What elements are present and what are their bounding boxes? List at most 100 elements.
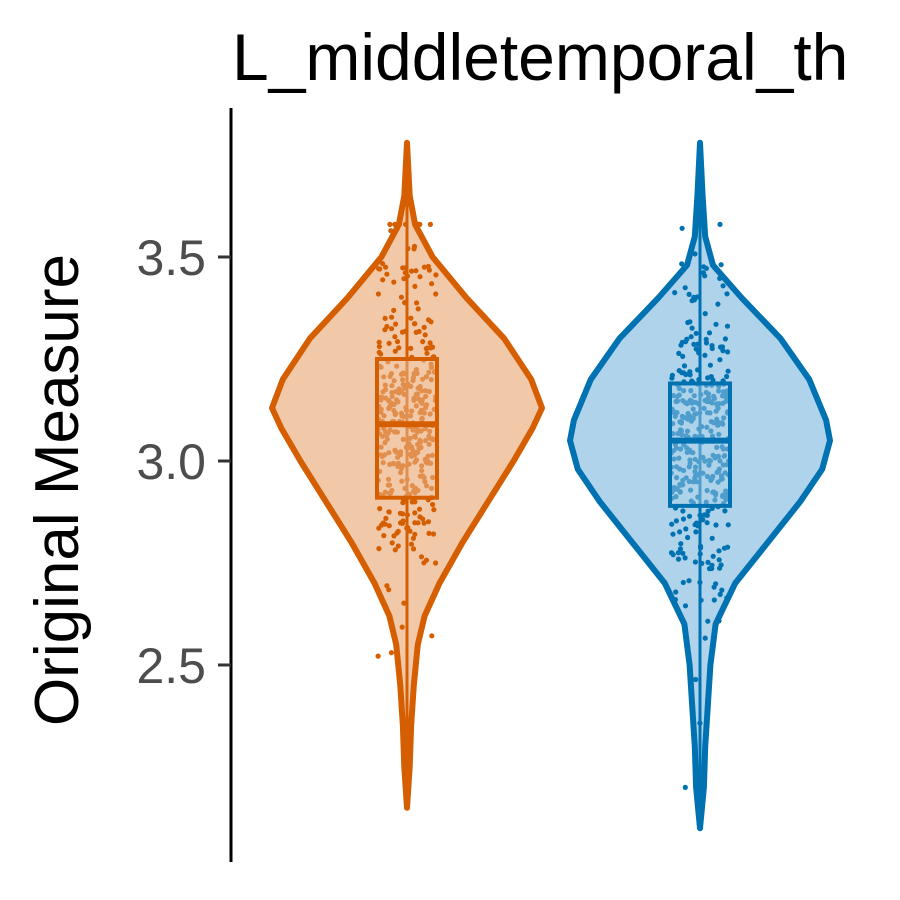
data-point bbox=[706, 462, 712, 468]
data-point bbox=[418, 428, 424, 434]
data-point bbox=[716, 431, 722, 437]
data-point bbox=[686, 513, 693, 519]
data-point bbox=[388, 490, 394, 496]
data-point bbox=[702, 311, 708, 317]
y-tick-label: 3.5 bbox=[136, 230, 206, 286]
data-point bbox=[686, 464, 692, 470]
data-point bbox=[682, 784, 688, 791]
data-point bbox=[682, 285, 688, 291]
data-point bbox=[682, 603, 689, 609]
data-point bbox=[391, 378, 397, 384]
data-point bbox=[419, 416, 425, 422]
violin-group bbox=[567, 139, 833, 832]
data-point bbox=[698, 392, 704, 398]
data-point bbox=[424, 345, 430, 351]
y-tick-label: 2.5 bbox=[136, 638, 206, 694]
data-point bbox=[717, 591, 723, 598]
data-point bbox=[688, 498, 694, 504]
data-point bbox=[693, 411, 699, 417]
data-point bbox=[410, 535, 416, 541]
data-point bbox=[400, 265, 406, 271]
data-point bbox=[697, 551, 703, 557]
data-point bbox=[387, 615, 393, 622]
data-point bbox=[409, 453, 415, 459]
data-point bbox=[685, 534, 691, 541]
data-point bbox=[692, 456, 698, 462]
data-point bbox=[675, 556, 682, 562]
data-point bbox=[412, 531, 418, 538]
data-point bbox=[689, 325, 695, 331]
data-point bbox=[409, 483, 415, 489]
data-point bbox=[699, 560, 705, 567]
data-point bbox=[693, 676, 699, 683]
data-point bbox=[392, 221, 398, 227]
data-point bbox=[380, 277, 386, 283]
data-point bbox=[694, 294, 700, 300]
data-point bbox=[421, 520, 427, 526]
data-point bbox=[717, 275, 723, 281]
data-point bbox=[431, 507, 437, 513]
data-point bbox=[378, 444, 384, 450]
data-point bbox=[395, 463, 401, 469]
data-point bbox=[389, 393, 395, 399]
data-point bbox=[720, 283, 726, 289]
data-point bbox=[417, 437, 423, 443]
data-point bbox=[411, 246, 417, 252]
data-point bbox=[417, 274, 423, 280]
data-point bbox=[700, 470, 706, 476]
data-point bbox=[680, 516, 687, 522]
data-point bbox=[725, 544, 731, 550]
data-point bbox=[423, 437, 429, 444]
data-point bbox=[679, 370, 685, 376]
data-point bbox=[724, 291, 730, 297]
data-point bbox=[409, 499, 415, 505]
data-point bbox=[405, 245, 411, 252]
data-point bbox=[703, 340, 710, 346]
data-point bbox=[411, 433, 418, 439]
data-point bbox=[426, 369, 432, 375]
chart-title: L_middletemporal_th bbox=[232, 20, 848, 94]
data-point bbox=[708, 477, 714, 483]
data-point bbox=[724, 323, 731, 329]
data-point bbox=[681, 467, 687, 474]
data-point bbox=[677, 419, 683, 425]
data-point bbox=[706, 566, 713, 572]
violins-layer bbox=[269, 139, 833, 832]
data-point bbox=[672, 413, 678, 419]
data-point bbox=[429, 633, 435, 639]
data-point bbox=[381, 533, 387, 539]
data-point bbox=[382, 315, 388, 321]
data-point bbox=[408, 541, 415, 547]
data-point bbox=[389, 326, 395, 332]
data-point bbox=[696, 401, 702, 407]
data-point bbox=[413, 329, 419, 335]
data-point bbox=[375, 291, 381, 297]
data-point bbox=[427, 428, 433, 434]
data-point bbox=[401, 413, 407, 420]
data-point bbox=[411, 321, 418, 327]
data-point bbox=[720, 462, 726, 468]
y-axis-ticks: 2.5 3.0 3.5 bbox=[136, 230, 231, 694]
data-point bbox=[682, 400, 689, 406]
data-point bbox=[680, 579, 686, 586]
data-point bbox=[692, 469, 698, 475]
data-point bbox=[404, 512, 410, 518]
data-point bbox=[692, 464, 699, 470]
data-point bbox=[427, 411, 433, 417]
data-point bbox=[384, 323, 390, 330]
data-point bbox=[430, 474, 436, 481]
data-point bbox=[430, 501, 436, 508]
data-point bbox=[715, 405, 721, 411]
data-point bbox=[685, 410, 691, 417]
data-point bbox=[393, 429, 399, 435]
data-point bbox=[375, 653, 381, 659]
data-point bbox=[715, 479, 721, 485]
y-tick-label: 3.0 bbox=[136, 434, 206, 490]
data-point bbox=[425, 519, 432, 525]
data-point bbox=[702, 273, 708, 279]
data-point bbox=[673, 589, 679, 595]
data-point bbox=[678, 541, 684, 547]
data-point bbox=[409, 408, 415, 414]
data-point bbox=[673, 445, 680, 451]
data-point bbox=[386, 450, 392, 456]
